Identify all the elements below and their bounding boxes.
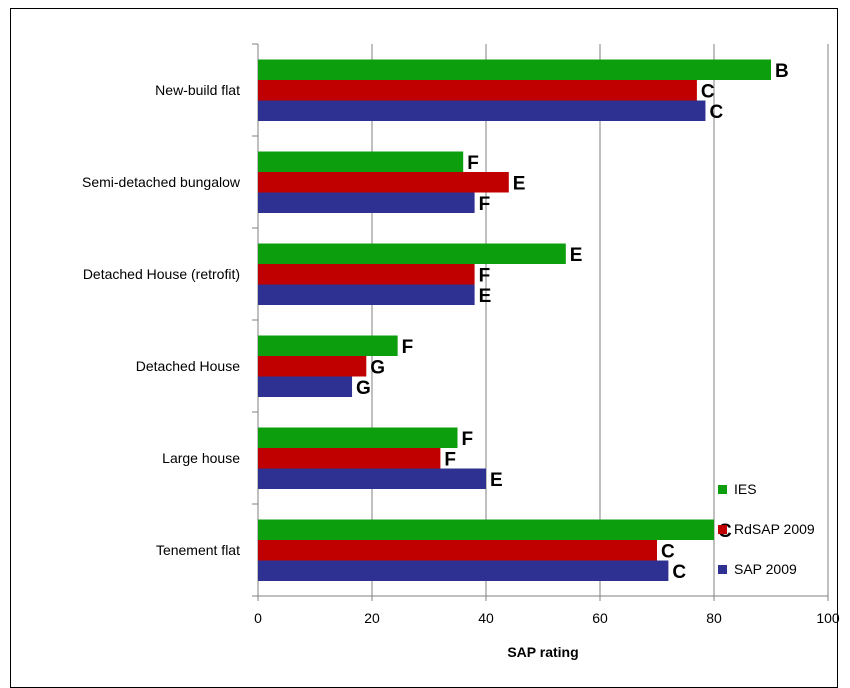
bar-ies: [258, 519, 714, 540]
category-label: Large house: [162, 450, 240, 466]
x-tick-label-60: 60: [592, 610, 608, 626]
x-tick-label-80: 80: [706, 610, 722, 626]
x-tick-label-100: 100: [816, 610, 840, 626]
x-tick-label-20: 20: [364, 610, 380, 626]
bar-grade-label: E: [479, 286, 492, 307]
bar-ies: [258, 151, 464, 172]
bar-sap-2009: [258, 376, 353, 397]
bar-ies: [258, 243, 566, 264]
bar-sap-2009: [258, 192, 475, 213]
legend-swatch: [718, 565, 727, 574]
bar-grade-label: F: [479, 265, 491, 286]
category-label: Detached House (retrofit): [83, 266, 240, 282]
bar-grade-label: B: [775, 61, 789, 82]
category-label: Tenement flat: [156, 542, 240, 558]
bar-rdsap-2009: [258, 448, 441, 469]
legend-label: RdSAP 2009: [734, 521, 815, 537]
bar-sap-2009: [258, 468, 486, 489]
bar-ies: [258, 59, 771, 80]
bar-grade-label: F: [462, 429, 474, 450]
bar-grade-label: F: [479, 194, 491, 215]
bar-grade-label: C: [672, 562, 686, 583]
bars: [258, 59, 771, 581]
bar-ies: [258, 335, 398, 356]
legend-label: SAP 2009: [734, 561, 797, 577]
bar-grade-label: E: [513, 173, 526, 194]
category-label: Detached House: [136, 358, 241, 374]
bar-sap-2009: [258, 560, 669, 581]
legend-swatch: [718, 525, 727, 534]
legend-swatch: [718, 485, 727, 494]
bar-ies: [258, 427, 458, 448]
category-label: Semi-detached bungalow: [82, 174, 241, 190]
gridlines: [371, 44, 829, 596]
x-tick-label-0: 0: [254, 610, 262, 626]
bar-grade-label: F: [444, 449, 456, 470]
bar-grade-label: G: [370, 357, 385, 378]
bar-grade-label: G: [356, 378, 371, 399]
bar-grade-label: C: [661, 541, 675, 562]
data-labels: BCCFEFEFEFGGFFECCC: [356, 61, 789, 583]
legend-label: IES: [734, 481, 757, 497]
x-tick-labels: 0 20 40 60 80 100: [254, 610, 840, 626]
legend: IES RdSAP 2009 SAP 2009: [718, 481, 815, 577]
axes: [252, 43, 829, 601]
bar-grade-label: F: [402, 337, 414, 358]
bar-grade-label: E: [490, 470, 503, 491]
bar-sap-2009: [258, 100, 706, 121]
bar-rdsap-2009: [258, 264, 475, 285]
bar-grade-label: E: [570, 245, 583, 266]
bar-rdsap-2009: [258, 172, 509, 193]
bar-grade-label: F: [467, 153, 479, 174]
bar-rdsap-2009: [258, 80, 697, 101]
bar-rdsap-2009: [258, 356, 367, 377]
sap-rating-chart: BCCFEFEFEFGGFFECCC New-build flatSemi-de…: [82, 43, 840, 660]
bar-sap-2009: [258, 284, 475, 305]
bar-grade-label: C: [709, 102, 723, 123]
x-axis-title: SAP rating: [507, 644, 578, 660]
category-labels: New-build flat Semi-detached bungalow Deta…: [82, 82, 241, 558]
category-label: New-build flat: [155, 82, 240, 98]
bar-grade-label: C: [701, 81, 715, 102]
bar-rdsap-2009: [258, 540, 657, 561]
x-tick-label-40: 40: [478, 610, 494, 626]
